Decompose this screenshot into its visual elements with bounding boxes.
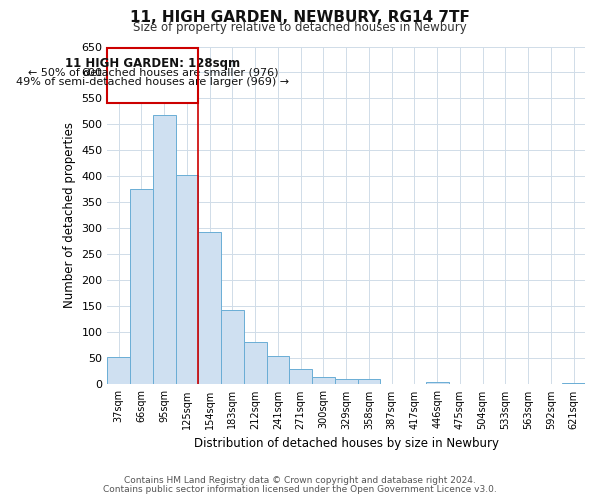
Bar [312,377,335,384]
Text: Contains HM Land Registry data © Crown copyright and database right 2024.: Contains HM Land Registry data © Crown c… [124,476,476,485]
Text: Size of property relative to detached houses in Newbury: Size of property relative to detached ho… [133,21,467,34]
Bar [153,114,176,384]
Bar [130,189,153,384]
Bar [335,379,358,384]
Bar [244,342,266,384]
Bar [221,310,244,384]
Text: Contains public sector information licensed under the Open Government Licence v3: Contains public sector information licen… [103,485,497,494]
Y-axis label: Number of detached properties: Number of detached properties [63,122,76,308]
Bar [266,356,289,384]
Bar [289,369,312,384]
Text: ← 50% of detached houses are smaller (976): ← 50% of detached houses are smaller (97… [28,68,278,78]
Bar [198,232,221,384]
Bar [358,379,380,384]
Bar [107,48,198,102]
X-axis label: Distribution of detached houses by size in Newbury: Distribution of detached houses by size … [194,437,499,450]
Bar [426,382,449,384]
Text: 49% of semi-detached houses are larger (969) →: 49% of semi-detached houses are larger (… [16,76,289,86]
Bar [176,175,198,384]
Bar [107,358,130,384]
Text: 11, HIGH GARDEN, NEWBURY, RG14 7TF: 11, HIGH GARDEN, NEWBURY, RG14 7TF [130,10,470,25]
Text: 11 HIGH GARDEN: 128sqm: 11 HIGH GARDEN: 128sqm [65,57,241,70]
